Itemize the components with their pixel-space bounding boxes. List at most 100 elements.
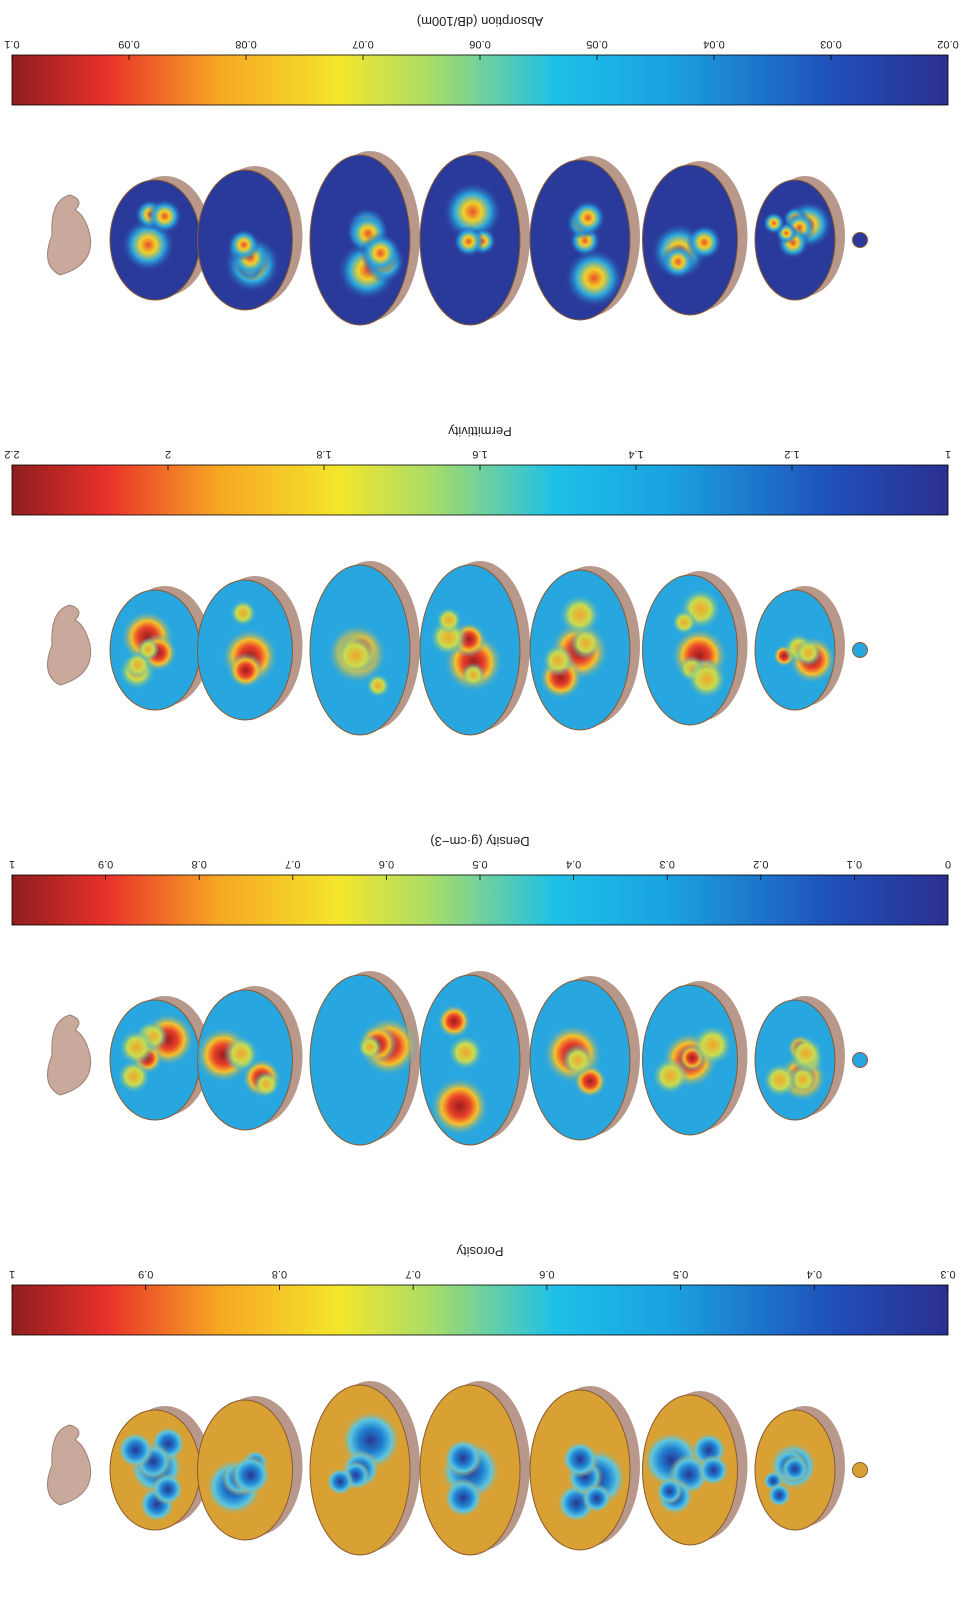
- colorbar-label: Absorption (dB/100m): [417, 14, 543, 29]
- slice-spot: [686, 224, 723, 261]
- tick-label: 0.3: [940, 1268, 955, 1280]
- slice-spot: [656, 1477, 683, 1505]
- slice-spot: [561, 1044, 594, 1077]
- tick-label: 0.4: [807, 1268, 822, 1280]
- slice-spot: [230, 1455, 271, 1496]
- tick-label: 0.1: [847, 858, 862, 870]
- slice-spot: [762, 1062, 798, 1098]
- slice-spot: [767, 1483, 792, 1507]
- tick-label: 0.03: [820, 38, 841, 50]
- slice-spot: [660, 244, 696, 280]
- slice-spot: [443, 1478, 483, 1518]
- tick-label: 0.2: [753, 858, 768, 870]
- tick-label: 2.2: [4, 448, 19, 460]
- slice-spot: [365, 673, 391, 698]
- tick-label: 2: [165, 448, 171, 460]
- tick-label: 0.9: [138, 1268, 153, 1280]
- tick-label: 0.06: [469, 38, 490, 50]
- slice-spot: [452, 225, 485, 258]
- colorbar: [11, 54, 949, 106]
- slice-spot: [357, 1034, 383, 1060]
- slices: [47, 561, 868, 736]
- tick-label: 0.8: [192, 858, 207, 870]
- slice-spot: [136, 637, 160, 661]
- slice-spot: [788, 1036, 824, 1071]
- slice-spot: [359, 232, 402, 274]
- slice-spot: [442, 181, 503, 242]
- tick-label: 0.9: [98, 858, 113, 870]
- slice-spot: [253, 1071, 280, 1098]
- tick-label: 0.5: [673, 1268, 688, 1280]
- tick-label: 0.6: [379, 858, 394, 870]
- slice-spot: [152, 1473, 184, 1505]
- tick-label: 0.3: [660, 858, 675, 870]
- colorbar: [11, 874, 949, 926]
- slice-spot: [671, 609, 697, 636]
- slice-spot: [229, 599, 257, 627]
- tick-label: 0.05: [586, 38, 607, 50]
- tick-label: 0: [945, 858, 951, 870]
- slice-face: [852, 642, 868, 658]
- slice-spot: [569, 199, 607, 236]
- slice-spot: [781, 1455, 809, 1483]
- slice-spot: [582, 1483, 612, 1513]
- tick-label: 0.6: [539, 1268, 554, 1280]
- tick-label: 1.6: [472, 448, 487, 460]
- slice-spot: [227, 652, 264, 689]
- slice-face: [852, 1462, 868, 1478]
- tick-label: 1: [9, 1268, 15, 1280]
- colorbar: [11, 1284, 949, 1336]
- slice-face: [852, 232, 868, 248]
- tick-label: 0.4: [566, 858, 581, 870]
- slices: [47, 151, 868, 326]
- tick-label: 0.02: [937, 38, 958, 50]
- rotated-figure: 0.02 0.03 0.04 0.05 0.06 0.07 0.08 0.09 0.1 Absor…: [4, 14, 959, 1556]
- tick-label: 0.09: [118, 38, 139, 50]
- slices: [47, 971, 868, 1146]
- slice-spot: [223, 1035, 259, 1072]
- slice-spot: [118, 1029, 155, 1066]
- colorbar: [11, 464, 949, 516]
- slice-spot: [691, 1024, 734, 1066]
- slice-spot: [651, 1057, 689, 1095]
- slice-face: [852, 1052, 868, 1068]
- slice-spot: [333, 633, 378, 678]
- slice-spot: [435, 606, 463, 634]
- slice-spot: [227, 228, 261, 262]
- tick-label: 0.7: [285, 858, 300, 870]
- slice-spot: [561, 1441, 599, 1478]
- slice-spot: [429, 1076, 490, 1137]
- tick-label: 1: [9, 858, 15, 870]
- slice-spot: [326, 1467, 354, 1496]
- slice-spot: [564, 248, 625, 309]
- tick-label: 0.5: [472, 858, 487, 870]
- tick-label: 0.7: [405, 1268, 420, 1280]
- tick-label: 0.1: [4, 38, 19, 50]
- slice-spot: [443, 1438, 483, 1477]
- slice-spot: [461, 662, 486, 688]
- slice-spot: [436, 1004, 472, 1039]
- slice-spot: [569, 627, 602, 660]
- slice-spot: [147, 198, 183, 234]
- slice-spot: [117, 1431, 154, 1468]
- slice-spot: [558, 594, 601, 636]
- tick-label: 1.4: [628, 448, 643, 460]
- slice-spot: [447, 1034, 484, 1071]
- tick-label: 0.04: [703, 38, 724, 50]
- slice-spot: [794, 639, 823, 667]
- tick-label: 0.07: [352, 38, 373, 50]
- slice-top: [47, 194, 92, 276]
- tick-label: 0.8: [272, 1268, 287, 1280]
- slice-top: [47, 1424, 92, 1506]
- tick-label: 1: [945, 448, 951, 460]
- slice-top: [47, 1014, 92, 1096]
- tick-label: 1.2: [784, 448, 799, 460]
- slice-spot: [698, 1454, 729, 1486]
- slices: [47, 1381, 868, 1556]
- slice-top: [47, 604, 92, 686]
- slice-spot: [541, 644, 575, 677]
- slice-spot: [116, 1059, 151, 1094]
- colorbar-label: Density (g·cm−3): [430, 834, 529, 849]
- tick-label: 1.8: [316, 448, 331, 460]
